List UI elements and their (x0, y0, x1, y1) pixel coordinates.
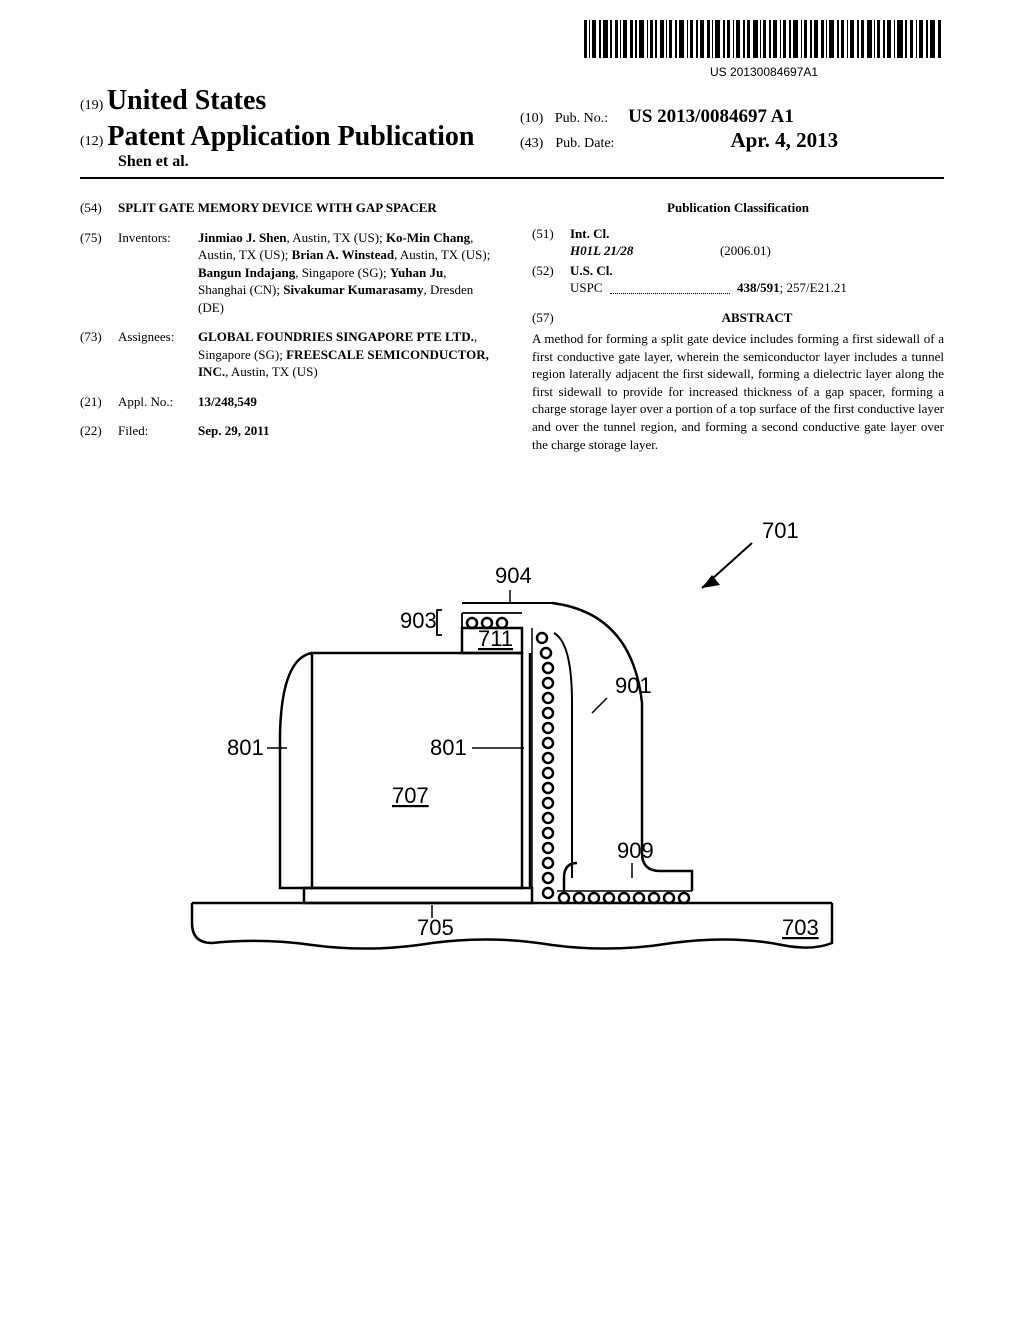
country: United States (107, 85, 266, 116)
pubno-label (547, 111, 551, 126)
left-column: (54) SPLIT GATE MEMORY DEVICE WITH GAP S… (80, 199, 492, 453)
entry-54: (54) SPLIT GATE MEMORY DEVICE WITH GAP S… (80, 199, 492, 217)
fig-label-703: 703 (782, 915, 819, 940)
field-22: (22) (80, 422, 118, 440)
fig-label-705: 705 (417, 915, 454, 940)
barcode-text: US 20130084697A1 (584, 65, 944, 79)
abstract-text: A method for forming a split gate device… (532, 330, 944, 453)
intcl-code: H01L 21/28 (570, 243, 633, 258)
pubno-label-text: Pub. No.: (555, 111, 608, 126)
invention-title: SPLIT GATE MEMORY DEVICE WITH GAP SPACER (118, 199, 492, 217)
field-21: (21) (80, 393, 118, 411)
applno-label: Appl. No.: (118, 393, 198, 411)
fig-label-707: 707 (392, 783, 429, 808)
entry-21: (21) Appl. No.: 13/248,549 (80, 393, 492, 411)
entry-57: (57) ABSTRACT (532, 309, 944, 327)
filed-date: Sep. 29, 2011 (198, 422, 492, 440)
field-75: (75) (80, 229, 118, 317)
field-54: (54) (80, 199, 118, 217)
fig-label-801b: 801 (430, 735, 467, 760)
dotfill (610, 285, 730, 294)
patent-figure: 701 904 903 711 901 801 801 707 909 705 … (132, 483, 892, 1033)
assignee-1-loc: , Austin, TX (US) (225, 364, 318, 379)
publication-number: US 2013/0084697 A1 (628, 106, 794, 127)
publication-type: Patent Application Publication (107, 121, 474, 152)
field-10: (10) (520, 111, 543, 126)
field-51: (51) (532, 225, 570, 260)
right-column: Publication Classification (51) Int. Cl.… (532, 199, 944, 453)
inventor-5-name: Sivakumar Kumarasamy (283, 282, 423, 297)
fig-label-909: 909 (617, 838, 654, 863)
assignees-body: GLOBAL FOUNDRIES SINGAPORE PTE LTD., Sin… (198, 328, 492, 381)
uscl-code-bold: 438/591 (737, 280, 780, 295)
intcl-label: Int. Cl. (570, 225, 944, 243)
uscl-label: U.S. Cl. (570, 262, 944, 280)
field-12: (12) (80, 134, 103, 149)
inventor-2-loc: , Austin, TX (US); (394, 247, 490, 262)
publication-date: Apr. 4, 2013 (730, 128, 838, 152)
entry-22: (22) Filed: Sep. 29, 2011 (80, 422, 492, 440)
inventor-0-loc: , Austin, TX (US); (287, 230, 386, 245)
entry-75: (75) Inventors: Jinmiao J. Shen, Austin,… (80, 229, 492, 317)
barcode-graphic (584, 20, 944, 58)
entry-51: (51) Int. Cl. H01L 21/28 (2006.01) (532, 225, 944, 260)
uscl-code-rest: ; 257/E21.21 (780, 280, 847, 295)
fig-label-801a: 801 (227, 735, 264, 760)
inventor-4-name: Yuhan Ju (390, 265, 443, 280)
figure-area: 701 904 903 711 901 801 801 707 909 705 … (80, 483, 944, 1038)
assignees-label: Assignees: (118, 328, 198, 381)
inventors-body: Jinmiao J. Shen, Austin, TX (US); Ko-Min… (198, 229, 492, 317)
fig-label-711: 711 (478, 626, 513, 651)
inventor-0-name: Jinmiao J. Shen (198, 230, 287, 245)
assignee-0-name: GLOBAL FOUNDRIES SINGAPORE PTE LTD. (198, 329, 474, 344)
field-52: (52) (532, 262, 570, 297)
entry-73: (73) Assignees: GLOBAL FOUNDRIES SINGAPO… (80, 328, 492, 381)
pubdate-label: Pub. Date: (555, 136, 614, 151)
inventor-3-loc: , Singapore (SG); (295, 265, 390, 280)
field-57: (57) (532, 309, 570, 327)
inventors-label: Inventors: (118, 229, 198, 317)
application-number: 13/248,549 (198, 393, 492, 411)
filed-label: Filed: (118, 422, 198, 440)
entry-52: (52) U.S. Cl. USPC 438/591; 257/E21.21 (532, 262, 944, 297)
field-19: (19) (80, 98, 103, 113)
fig-label-903: 903 (400, 608, 437, 633)
barcode-region: US 20130084697A1 (584, 20, 944, 79)
fig-label-904: 904 (495, 563, 532, 588)
header-rule (80, 177, 944, 179)
uscl-prefix: USPC (570, 280, 603, 295)
fig-label-901: 901 (615, 673, 652, 698)
classification-title: Publication Classification (532, 199, 944, 217)
author-line: Shen et al. (80, 153, 944, 171)
intcl-edition: (2006.01) (720, 243, 771, 258)
field-73: (73) (80, 328, 118, 381)
abstract-title: ABSTRACT (570, 309, 944, 327)
inventor-3-name: Bangun Indajang (198, 265, 295, 280)
fig-label-701: 701 (762, 518, 799, 543)
header-right: (10) Pub. No.: US 2013/0084697 A1 (43) P… (520, 106, 838, 153)
inventor-1-name: Ko-Min Chang (386, 230, 470, 245)
field-43: (43) (520, 136, 543, 151)
inventor-2-name: Brian A. Winstead (292, 247, 394, 262)
biblio-columns: (54) SPLIT GATE MEMORY DEVICE WITH GAP S… (80, 199, 944, 453)
